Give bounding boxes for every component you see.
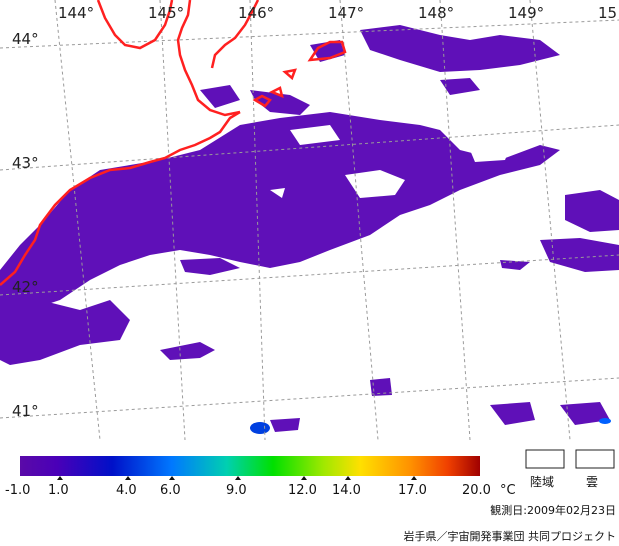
colorbar-ticks: [57, 476, 417, 480]
cloud-gaps: [270, 125, 510, 198]
observation-date: 観測日:2009年02月23日: [490, 503, 616, 517]
lat-label-44: 44°: [12, 30, 39, 48]
colorbar-unit: °C: [500, 483, 516, 498]
colorbar: [20, 456, 480, 476]
colorbar-label-9: 9.0: [226, 483, 247, 498]
lat-label-42: 42°: [12, 278, 39, 296]
graticule: [0, 0, 619, 441]
land-legend-box: [525, 449, 565, 469]
coastline: [0, 0, 347, 286]
lon-label-144: 144°: [58, 4, 94, 22]
colorbar-label-1: 1.0: [48, 483, 69, 498]
warm-spot: [250, 422, 270, 434]
colorbar-label-6: 6.0: [160, 483, 181, 498]
land-legend-label: 陸域: [530, 475, 554, 489]
lat-label-43: 43°: [12, 154, 39, 172]
colorbar-label-12: 12.0: [288, 483, 317, 498]
cloud-legend-box: [575, 449, 615, 469]
lon-labels: 144° 145° 146° 147° 148° 149° 15: [58, 4, 617, 22]
lat-label-41: 41°: [12, 402, 39, 420]
lon-label-148: 148°: [418, 4, 454, 22]
lon-label-146: 146°: [238, 4, 274, 22]
lon-label-145: 145°: [148, 4, 184, 22]
colorbar-label-m1: -1.0: [5, 483, 30, 498]
colorbar-labels: -1.0 1.0 4.0 6.0 9.0 12.0 14.0 17.0 20.0…: [5, 483, 516, 498]
lon-label-150: 15: [598, 4, 617, 22]
credit: 岩手県／宇宙開発事業団 共同プロジェクト: [404, 529, 617, 543]
warm-spot-east: [599, 418, 611, 424]
cloud-legend-label: 雲: [586, 475, 598, 489]
colorbar-label-17: 17.0: [398, 483, 427, 498]
colorbar-label-14: 14.0: [332, 483, 361, 498]
colorbar-label-20: 20.0: [462, 483, 491, 498]
lon-label-149: 149°: [508, 4, 544, 22]
lat-labels: 44° 43° 42° 41°: [12, 30, 39, 420]
lon-label-147: 147°: [328, 4, 364, 22]
colorbar-label-4: 4.0: [116, 483, 137, 498]
